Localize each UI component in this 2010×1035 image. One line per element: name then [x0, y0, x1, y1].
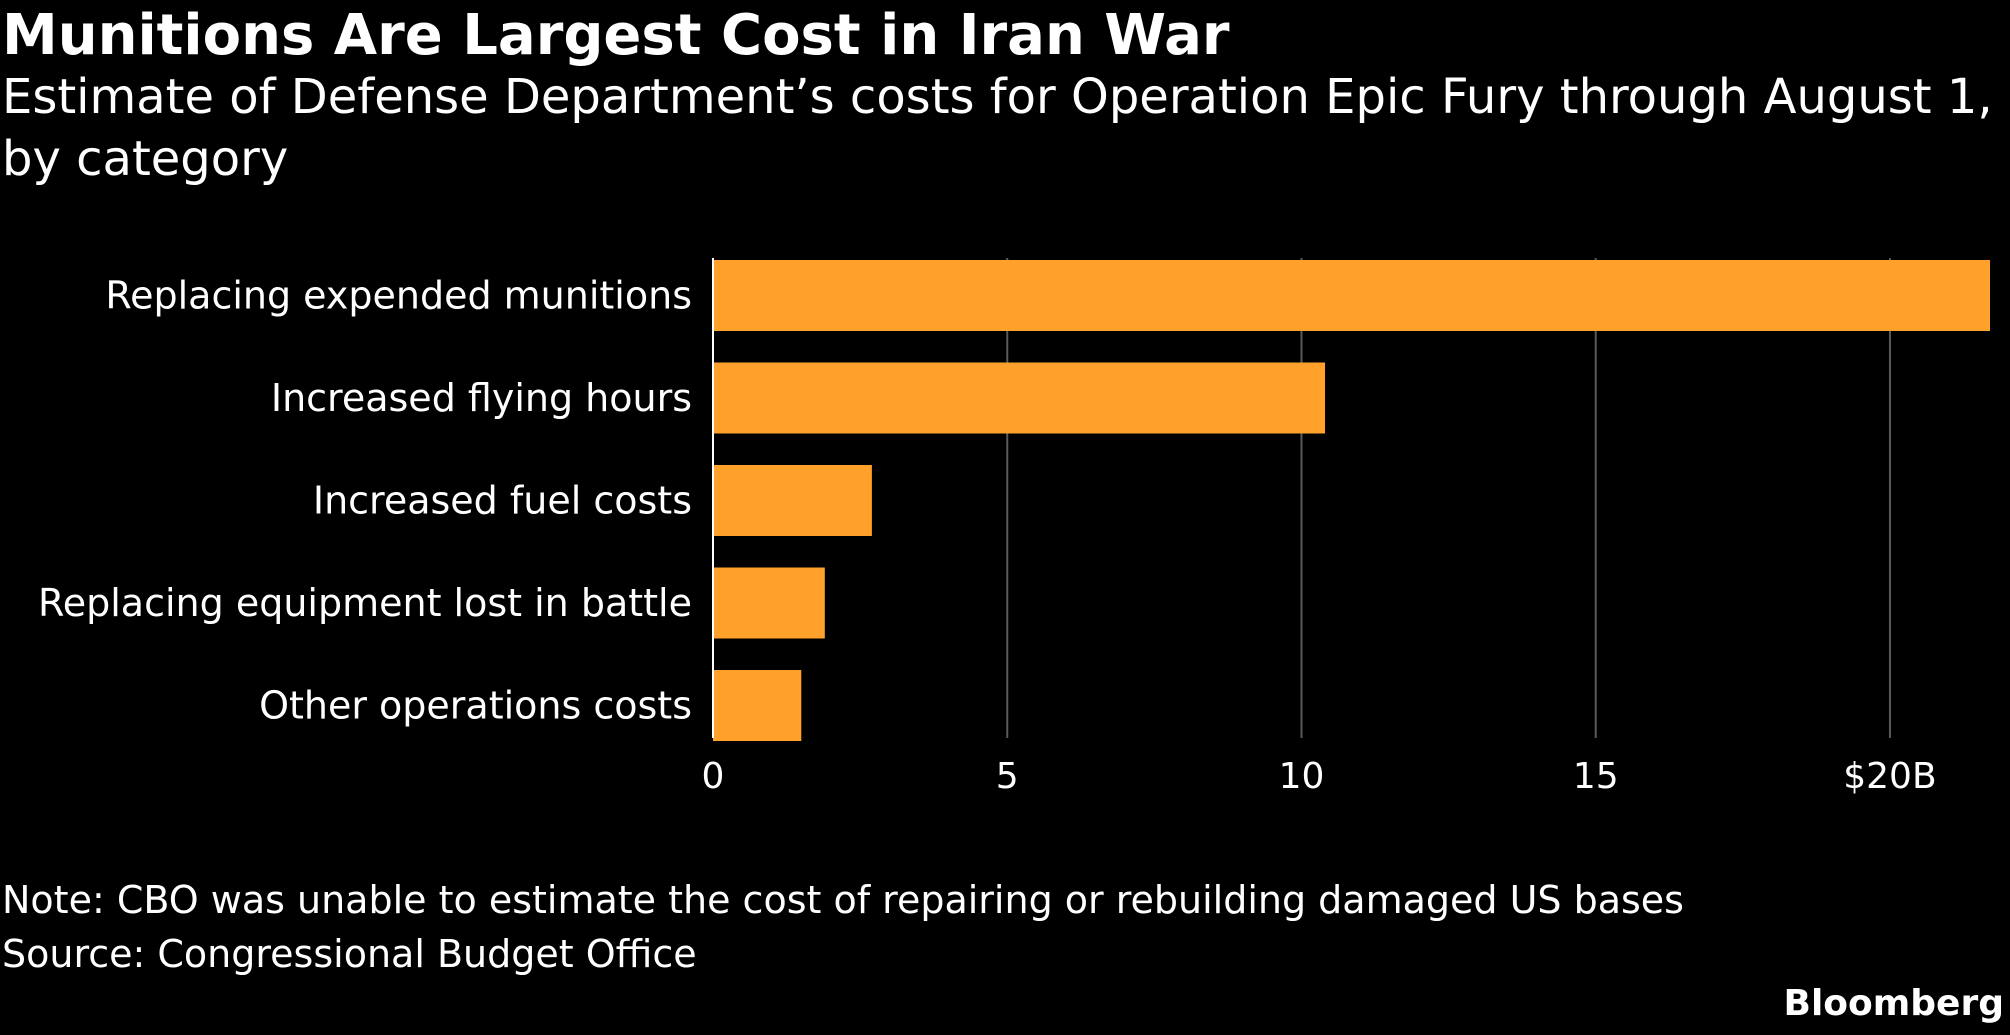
category-labels: Replacing expended munitions Increased fl… — [38, 274, 692, 728]
bar — [713, 670, 802, 741]
x-tick-label: 5 — [996, 756, 1019, 797]
bar — [713, 567, 825, 639]
category-label: Increased flying hours — [271, 376, 692, 420]
category-label: Increased fuel costs — [313, 479, 692, 523]
x-tick-label: 0 — [702, 756, 725, 797]
x-tick-label: $20B — [1843, 756, 1936, 797]
x-axis-ticks: 0 5 10 15 $20B — [702, 756, 1937, 797]
bars — [713, 260, 1990, 741]
chart-subtitle: Estimate of Defense Department’s costs f… — [2, 69, 1993, 187]
x-tick-label: 15 — [1573, 756, 1619, 797]
bar — [713, 465, 872, 536]
category-label: Other operations costs — [259, 684, 692, 728]
bar — [713, 260, 1990, 331]
bloomberg-logo: Bloomberg — [1783, 983, 2004, 1024]
category-label: Replacing equipment lost in battle — [38, 581, 692, 625]
chart-source: Source: Congressional Budget Office — [2, 932, 697, 976]
chart-note: Note: CBO was unable to estimate the cos… — [2, 878, 1684, 922]
x-tick-label: 10 — [1279, 756, 1325, 797]
category-label: Replacing expended munitions — [105, 274, 692, 318]
chart-title: Munitions Are Largest Cost in Iran War — [2, 3, 1230, 68]
gridlines — [1006, 258, 1891, 738]
bar-chart: Replacing expended munitions Increased fl… — [38, 258, 1990, 797]
bar — [713, 362, 1326, 434]
